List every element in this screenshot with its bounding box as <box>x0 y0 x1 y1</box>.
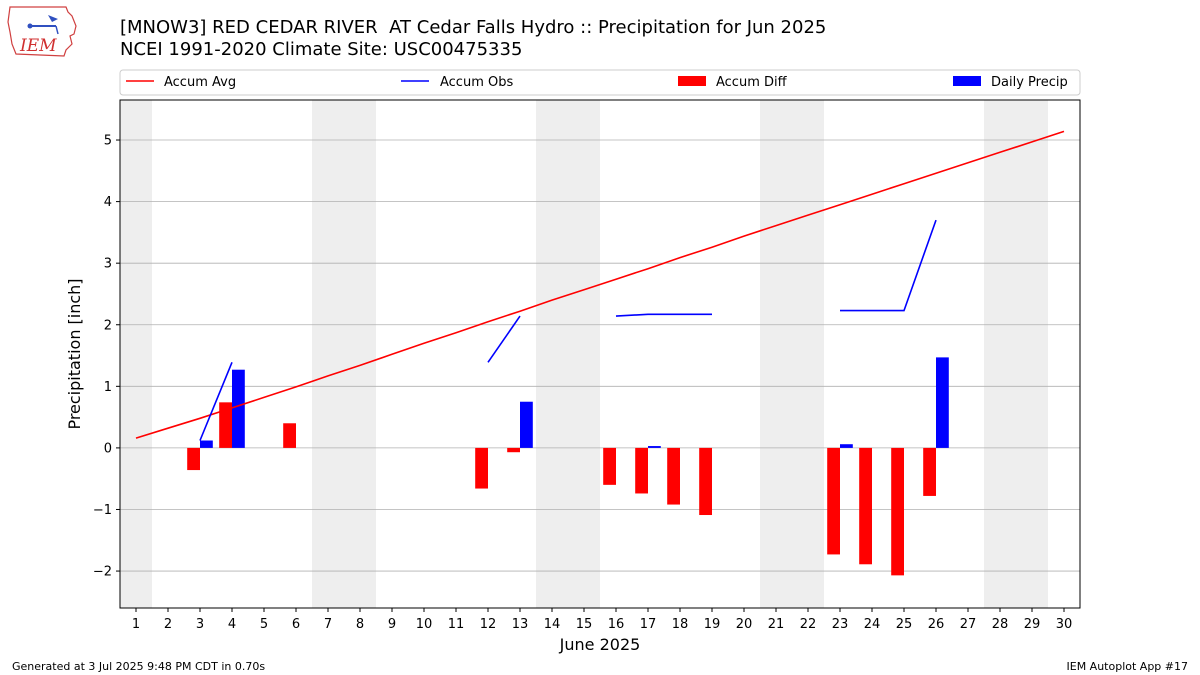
x-tick-label: 21 <box>768 617 785 632</box>
plot-frame <box>119 99 1081 609</box>
y-tick-label: −2 <box>93 565 112 580</box>
accum-obs-line <box>487 315 521 363</box>
x-tick-label: 11 <box>448 617 465 632</box>
y-tick-label: 0 <box>104 441 112 456</box>
x-tick-label: 16 <box>608 617 625 632</box>
x-tick-label: 7 <box>324 617 332 632</box>
x-tick-label: 18 <box>672 617 689 632</box>
x-tick-label: 2 <box>164 617 172 632</box>
weekend-shade <box>984 100 1048 608</box>
x-tick-label: 27 <box>960 617 977 632</box>
y-tick-label: 2 <box>104 318 112 333</box>
accum-avg-line <box>135 130 1065 439</box>
accum-diff-bar <box>187 447 200 471</box>
x-tick-label: 6 <box>292 617 300 632</box>
accum-diff-bar <box>475 447 488 489</box>
x-tick-label: 19 <box>704 617 721 632</box>
accum-obs-line <box>199 361 233 441</box>
accum-diff-bar <box>891 447 904 576</box>
x-tick-label: 22 <box>800 617 817 632</box>
x-tick-label: 29 <box>1024 617 1041 632</box>
x-tick-label: 1 <box>132 617 140 632</box>
y-tick-label: 1 <box>104 380 112 395</box>
daily-precip-bar <box>840 444 853 448</box>
accum-diff-bar <box>859 447 872 565</box>
x-tick-label: 5 <box>260 617 268 632</box>
accum-diff-bar <box>219 402 232 448</box>
accum-obs-line <box>840 219 937 312</box>
x-tick-label: 10 <box>416 617 433 632</box>
x-tick-label: 9 <box>388 617 396 632</box>
accum-diff-bar <box>699 447 712 516</box>
legend-label-accum-obs: Accum Obs <box>440 75 513 90</box>
chart-subtitle: NCEI 1991-2020 Climate Site: USC00475335 <box>120 39 523 60</box>
y-tick-label: 4 <box>104 195 112 210</box>
legend-label-accum-diff: Accum Diff <box>716 75 788 90</box>
x-tick-label: 23 <box>832 617 849 632</box>
x-tick-label: 20 <box>736 617 753 632</box>
app-footer: IEM Autoplot App #17 <box>1066 660 1189 673</box>
logo-text: IEM <box>19 36 57 56</box>
x-tick-label: 15 <box>576 617 593 632</box>
weekend-shade <box>120 100 152 608</box>
weekend-shade <box>760 100 824 608</box>
accum-diff-bar <box>283 423 296 448</box>
x-tick-label: 28 <box>992 617 1009 632</box>
x-tick-label: 17 <box>640 617 657 632</box>
x-tick-label: 26 <box>928 617 945 632</box>
daily-precip-bar <box>520 401 533 448</box>
weekend-shade <box>312 100 376 608</box>
y-tick-label: 5 <box>104 134 112 149</box>
accum-diff-bar <box>507 447 520 453</box>
x-tick-label: 24 <box>864 617 881 632</box>
y-axis-label: Precipitation [inch] <box>65 278 84 429</box>
chart-title: [MNOW3] RED CEDAR RIVER AT Cedar Falls H… <box>120 17 827 38</box>
y-tick-label: 3 <box>104 257 112 272</box>
accum-diff-bar <box>603 447 616 485</box>
x-tick-label: 30 <box>1056 617 1073 632</box>
accum-diff-bar <box>923 447 936 496</box>
x-tick-label: 13 <box>512 617 529 632</box>
legend-swatch-accum-diff <box>678 76 706 86</box>
weekend-shade <box>536 100 600 608</box>
x-tick-label: 8 <box>356 617 364 632</box>
x-axis-label: June 2025 <box>559 635 641 654</box>
legend: Accum Avg Accum Obs Accum Diff Daily Pre… <box>119 69 1081 96</box>
daily-precip-bar <box>648 446 661 448</box>
daily-precip-bar <box>232 369 245 448</box>
accum-diff-bar <box>667 447 680 505</box>
legend-box <box>119 69 1081 96</box>
legend-swatch-daily-precip <box>953 76 981 86</box>
accum-diff-bar <box>635 447 648 494</box>
accum-obs-line <box>615 313 712 317</box>
iem-logo: IEM <box>6 4 80 62</box>
x-tick-label: 4 <box>228 617 236 632</box>
x-tick-label: 14 <box>544 617 561 632</box>
x-tick-label: 25 <box>896 617 913 632</box>
x-tick-label: 12 <box>480 617 497 632</box>
x-tick-label: 3 <box>196 617 204 632</box>
legend-label-daily-precip: Daily Precip <box>991 75 1068 90</box>
y-tick-label: −1 <box>93 503 112 518</box>
accum-diff-bar <box>827 447 840 555</box>
legend-label-accum-avg: Accum Avg <box>164 75 236 90</box>
generated-footer: Generated at 3 Jul 2025 9:48 PM CDT in 0… <box>12 660 266 673</box>
daily-precip-bar <box>200 440 213 448</box>
daily-precip-bar <box>936 357 949 448</box>
